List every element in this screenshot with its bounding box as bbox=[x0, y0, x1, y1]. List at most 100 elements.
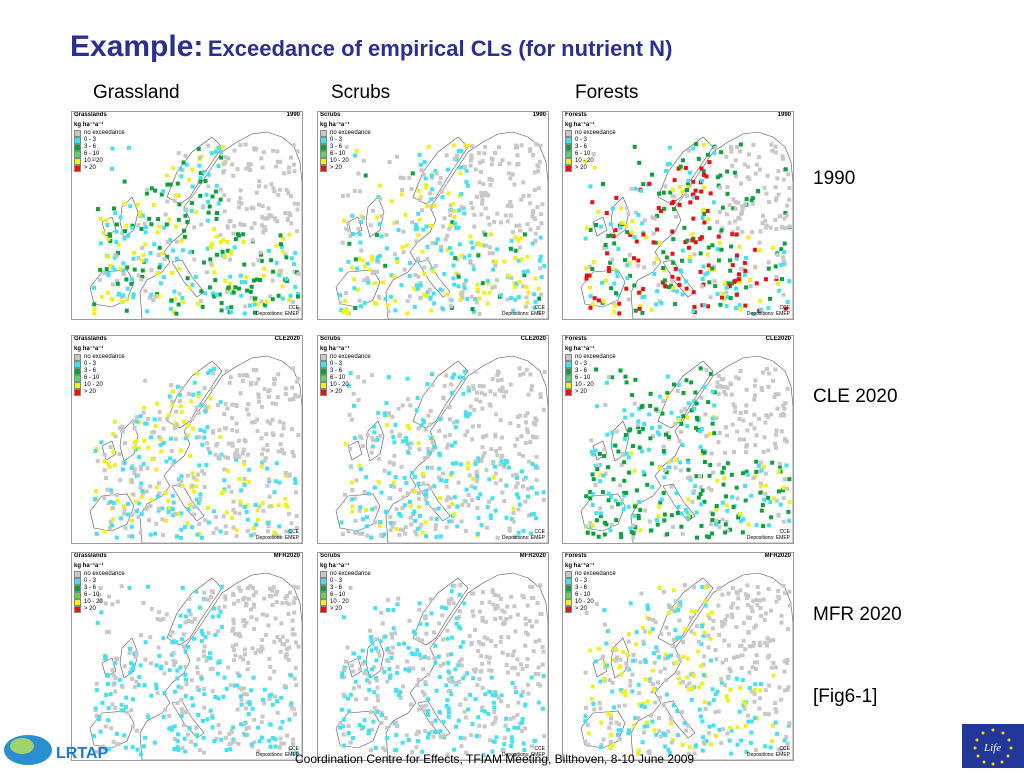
exceedance-cell bbox=[111, 739, 116, 744]
exceedance-cell bbox=[159, 281, 163, 286]
exceedance-cell bbox=[774, 196, 779, 201]
exceedance-cell bbox=[171, 513, 176, 518]
exceedance-cell bbox=[639, 591, 644, 596]
exceedance-cell bbox=[273, 744, 278, 749]
exceedance-cell bbox=[776, 747, 781, 752]
exceedance-cell bbox=[255, 518, 260, 522]
exceedance-cell bbox=[382, 411, 387, 416]
exceedance-cell bbox=[220, 144, 225, 149]
exceedance-cell bbox=[254, 368, 259, 372]
europe-map bbox=[89, 355, 302, 543]
exceedance-cell bbox=[499, 597, 504, 602]
exceedance-cell bbox=[413, 287, 418, 292]
exceedance-cell bbox=[154, 682, 159, 687]
exceedance-cell bbox=[122, 664, 127, 669]
legend-label: 6 - 10 bbox=[330, 151, 346, 157]
exceedance-cell bbox=[183, 694, 188, 698]
exceedance-cell bbox=[373, 505, 378, 510]
exceedance-cell bbox=[671, 637, 676, 642]
exceedance-cell bbox=[206, 597, 211, 602]
exceedance-cell bbox=[493, 606, 498, 611]
exceedance-cell bbox=[703, 272, 708, 277]
exceedance-cell bbox=[406, 645, 411, 650]
exceedance-cell bbox=[228, 281, 233, 286]
exceedance-cell bbox=[636, 752, 641, 756]
exceedance-cell bbox=[112, 463, 117, 468]
exceedance-cell bbox=[724, 657, 728, 662]
exceedance-cell bbox=[148, 532, 153, 537]
legend-units: kg ha⁻¹a⁻¹ bbox=[74, 346, 104, 352]
exceedance-cell bbox=[110, 146, 115, 151]
exceedance-cell bbox=[642, 472, 647, 477]
exceedance-cell bbox=[406, 450, 411, 455]
exceedance-cell bbox=[238, 391, 243, 396]
exceedance-cell bbox=[357, 463, 362, 468]
exceedance-cell bbox=[510, 681, 515, 685]
exceedance-cell bbox=[479, 390, 484, 395]
exceedance-cell bbox=[163, 212, 168, 217]
exceedance-cell bbox=[515, 481, 520, 486]
exceedance-cell bbox=[164, 612, 169, 617]
exceedance-cell bbox=[223, 735, 228, 740]
exceedance-cell bbox=[438, 663, 443, 668]
exceedance-cell bbox=[616, 449, 621, 454]
exceedance-cell bbox=[490, 721, 495, 726]
exceedance-cell bbox=[410, 488, 415, 493]
exceedance-cell bbox=[751, 599, 756, 604]
exceedance-cell bbox=[651, 240, 656, 245]
exceedance-cell bbox=[707, 280, 712, 285]
exceedance-cell bbox=[686, 460, 691, 465]
exceedance-cell bbox=[700, 623, 705, 628]
exceedance-cell bbox=[626, 455, 631, 460]
exceedance-cell bbox=[598, 679, 603, 684]
exceedance-cell bbox=[141, 410, 146, 415]
exceedance-cell bbox=[677, 603, 681, 608]
exceedance-cell bbox=[107, 465, 112, 469]
exceedance-cell bbox=[449, 692, 454, 697]
exceedance-cell bbox=[707, 473, 712, 478]
exceedance-cell bbox=[669, 283, 674, 288]
exceedance-cell bbox=[590, 523, 595, 528]
exceedance-cell bbox=[92, 734, 96, 739]
exceedance-cell bbox=[616, 246, 621, 251]
exceedance-cell bbox=[416, 426, 421, 431]
exceedance-cell bbox=[423, 680, 428, 685]
legend-swatch bbox=[74, 375, 81, 382]
exceedance-cell bbox=[504, 716, 509, 721]
exceedance-cell bbox=[479, 669, 484, 674]
exceedance-cell bbox=[402, 267, 407, 272]
exceedance-cell bbox=[419, 522, 424, 527]
exceedance-cell bbox=[490, 285, 495, 290]
exceedance-cell bbox=[189, 208, 194, 213]
exceedance-cell bbox=[664, 432, 668, 437]
exceedance-cell bbox=[418, 525, 422, 530]
exceedance-cell bbox=[231, 617, 236, 622]
legend-swatch bbox=[74, 389, 81, 396]
exceedance-cell bbox=[370, 435, 375, 440]
exceedance-cell bbox=[462, 709, 467, 714]
exceedance-cell bbox=[266, 524, 271, 529]
exceedance-cell bbox=[782, 406, 787, 411]
exceedance-cell bbox=[715, 247, 720, 252]
exceedance-cell bbox=[417, 496, 421, 501]
exceedance-cell bbox=[715, 219, 720, 224]
exceedance-cell bbox=[202, 471, 207, 476]
exceedance-cell bbox=[481, 752, 486, 757]
exceedance-cell bbox=[392, 220, 397, 225]
exceedance-cell bbox=[646, 750, 651, 755]
exceedance-cell bbox=[744, 596, 749, 600]
exceedance-cell bbox=[774, 275, 779, 279]
exceedance-cell bbox=[637, 160, 642, 165]
exceedance-cell bbox=[609, 286, 614, 291]
exceedance-cell bbox=[619, 532, 624, 537]
exceedance-cell bbox=[717, 632, 722, 637]
exceedance-cell bbox=[182, 419, 186, 424]
exceedance-cell bbox=[431, 269, 436, 274]
exceedance-cell bbox=[692, 399, 697, 404]
exceedance-cell bbox=[172, 459, 177, 464]
legend-label: 0 - 3 bbox=[330, 137, 343, 143]
exceedance-cell bbox=[490, 589, 495, 594]
exceedance-cell bbox=[387, 411, 391, 416]
exceedance-cell bbox=[94, 681, 99, 686]
